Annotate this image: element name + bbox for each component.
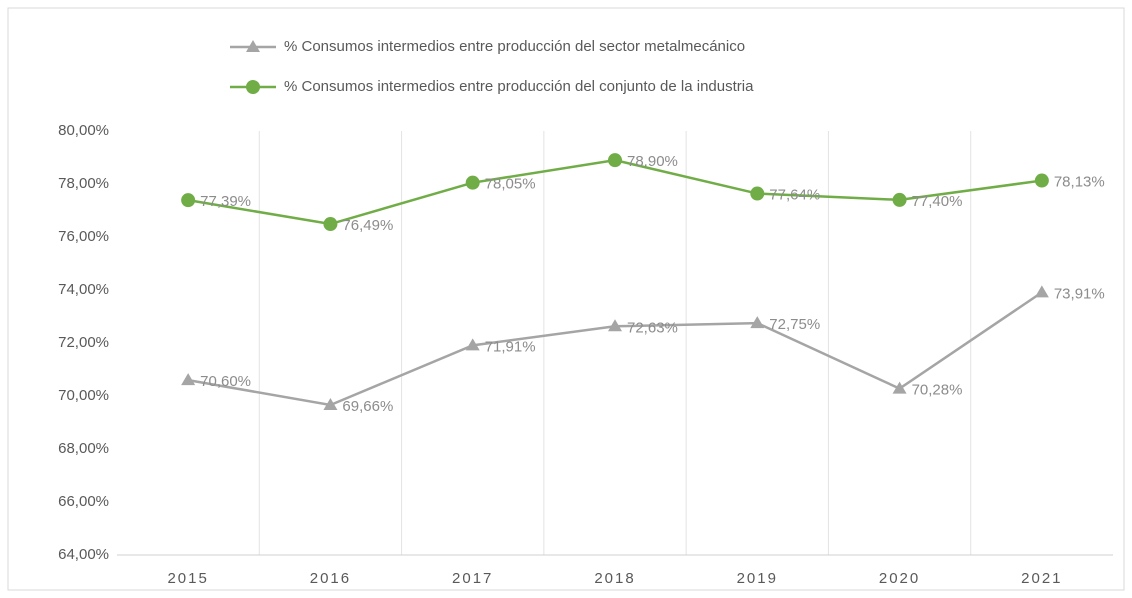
y-tick-label: 80,00% [58,122,109,139]
data-label: 72,75% [769,316,820,333]
legend-label: % Consumos intermedios entre producción … [284,38,745,55]
data-label: 76,49% [342,217,393,234]
point [1034,173,1049,188]
x-tick-label: 2018 [594,570,635,587]
y-tick-label: 68,00% [58,440,109,457]
data-label: 78,13% [1054,174,1105,191]
chart-border [7,7,1125,591]
y-tick-label: 72,00% [58,334,109,351]
point [181,193,196,208]
data-label: 70,60% [200,373,251,390]
data-label: 73,91% [1054,285,1105,302]
data-label: 78,05% [485,176,536,193]
legend-label: % Consumos intermedios entre producción … [284,78,754,95]
data-label: 72,63% [627,319,678,336]
data-label: 77,64% [769,187,820,204]
x-tick-label: 2021 [1021,570,1062,587]
x-tick-label: 2015 [167,570,208,587]
y-tick-label: 74,00% [58,281,109,298]
point [608,153,622,168]
y-tick-label: 70,00% [58,387,109,404]
y-tick-label: 64,00% [58,546,109,563]
point [608,319,622,332]
y-tick-label: 66,00% [58,493,109,510]
point [892,381,907,394]
data-label: 71,91% [485,338,536,355]
point [181,373,196,386]
x-tick-label: 2017 [452,570,493,587]
point [465,338,480,351]
x-tick-label: 2020 [879,570,920,587]
data-label: 77,40% [912,193,963,210]
x-tick-label: 2019 [737,570,778,587]
data-label: 69,66% [342,398,393,415]
data-label: 70,28% [912,382,963,399]
data-label: 77,39% [200,193,251,210]
point [892,192,907,207]
point [750,316,765,329]
legend-marker [246,40,260,52]
point [750,186,765,201]
point [323,217,338,232]
point [1034,285,1049,298]
y-tick-label: 76,00% [58,228,109,245]
point [323,398,338,411]
point [465,175,480,190]
x-tick-label: 2016 [310,570,351,587]
data-label: 78,90% [627,153,678,170]
legend-marker [246,80,260,94]
y-tick-label: 78,00% [58,175,109,192]
